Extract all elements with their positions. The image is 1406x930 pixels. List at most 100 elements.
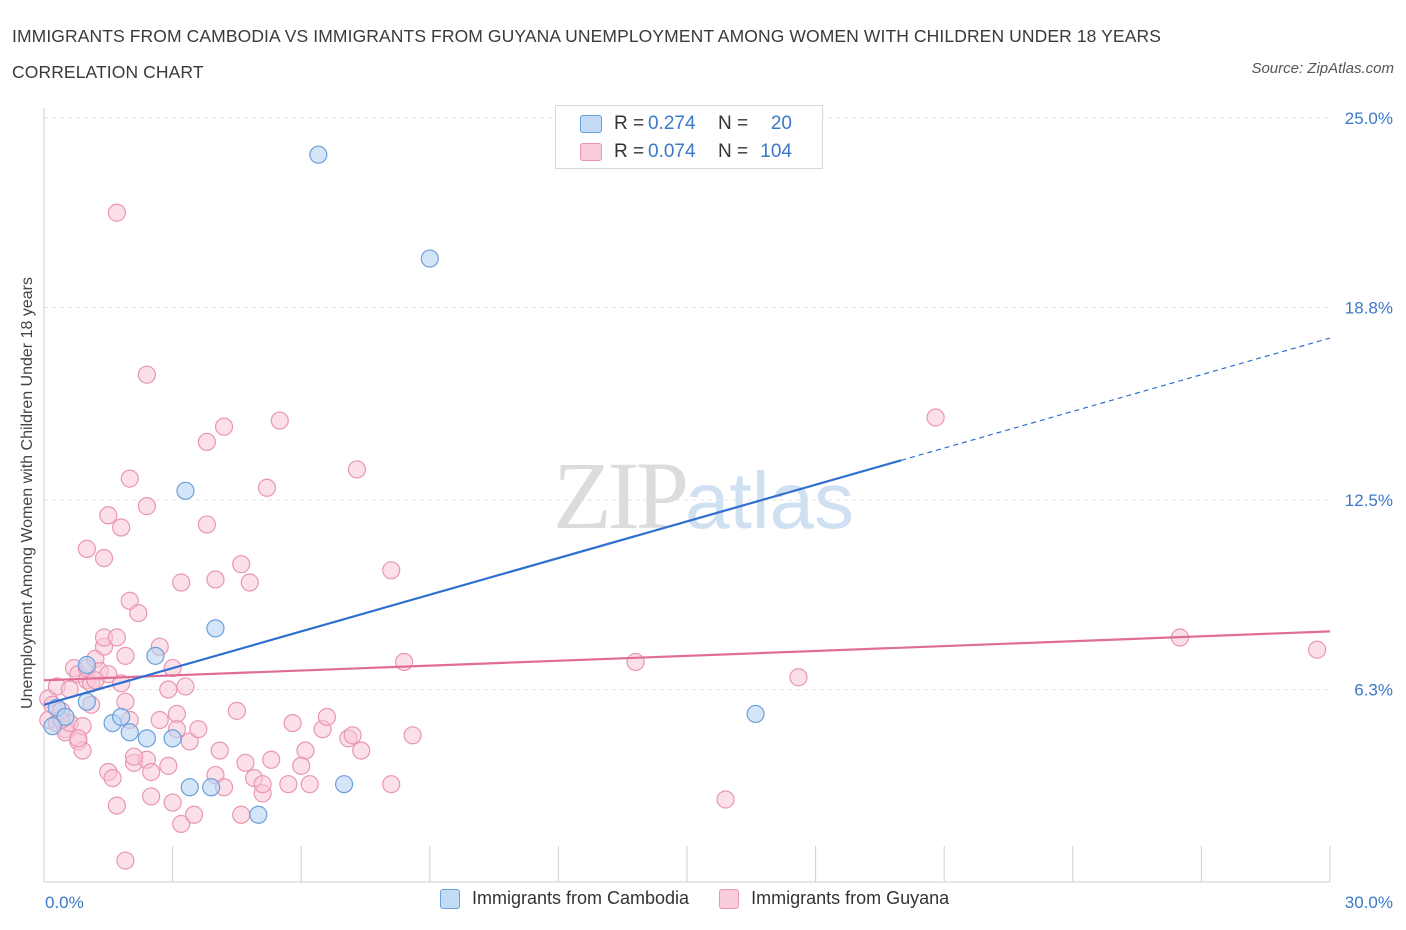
guyana-point	[163, 793, 182, 812]
legend-item-guyana[interactable]: Immigrants from Guyana	[719, 888, 949, 909]
guyana-point	[343, 726, 362, 745]
guyana-point	[240, 573, 259, 592]
guyana-point	[142, 762, 161, 782]
guyana-point	[236, 753, 255, 772]
guyana-point	[116, 646, 135, 665]
legend-r-value: 0.074	[648, 141, 696, 162]
guyana-point	[626, 652, 645, 672]
x-tick-label: 30.0%	[1345, 893, 1393, 912]
guyana-point	[142, 787, 161, 806]
cambodia-trendline-extension	[901, 337, 1331, 461]
series-legend: Immigrants from Cambodia Immigrants from…	[440, 888, 979, 909]
cambodia-trendline	[43, 459, 902, 706]
cambodia-point	[112, 707, 131, 727]
legend-r-label: R =	[614, 113, 645, 134]
guyana-point	[103, 768, 122, 788]
watermark-atlas: atlas	[685, 456, 854, 545]
guyana-point	[789, 668, 808, 687]
guyana-point	[137, 365, 156, 384]
cambodia-point	[202, 778, 221, 797]
guyana-point	[137, 497, 156, 516]
guyana-point	[1308, 640, 1327, 659]
legend-n-label: N =	[718, 113, 749, 134]
guyana-point	[116, 692, 135, 711]
cambodia-point	[180, 778, 199, 797]
legend-r-label: R =	[614, 141, 645, 162]
guyana-point	[232, 555, 251, 574]
guyana-point	[150, 710, 169, 730]
cambodia-point	[163, 729, 182, 748]
y-axis-label: Unemployment Among Women with Children U…	[19, 277, 36, 709]
guyana-point	[94, 548, 114, 568]
watermark-zip: ZIP	[553, 442, 689, 549]
y-tick-label: 12.5%	[1345, 491, 1393, 510]
source-label: Source: ZipAtlas.com	[1251, 60, 1394, 77]
cambodia-point	[309, 145, 328, 164]
legend-label-cambodia: Immigrants from Cambodia	[472, 888, 690, 908]
guyana-point	[107, 796, 126, 815]
guyana-point	[317, 707, 337, 727]
guyana-point	[279, 775, 298, 794]
guyana-point	[107, 628, 126, 647]
guyana-point	[382, 775, 401, 794]
cambodia-point	[334, 775, 354, 794]
y-tick-label: 18.8%	[1345, 298, 1393, 317]
legend-label-guyana: Immigrants from Guyana	[751, 888, 950, 908]
guyana-point	[159, 680, 178, 699]
cambodia-point	[120, 723, 139, 742]
guyana-point	[232, 805, 251, 824]
guyana-point	[283, 713, 302, 733]
y-tick-label: 25.0%	[1345, 109, 1393, 128]
guyana-point	[129, 603, 148, 623]
guyana-point	[257, 478, 277, 497]
guyana-point	[253, 775, 272, 794]
guyana-point	[116, 851, 135, 870]
guyana-point	[77, 539, 96, 558]
guyana-point	[347, 460, 367, 479]
cambodia-point	[43, 717, 62, 736]
guyana-point	[214, 417, 234, 436]
guyana-point	[292, 756, 311, 775]
guyana-point	[227, 701, 246, 720]
guyana-trendline	[43, 630, 1331, 682]
legend-item-cambodia[interactable]: Immigrants from Cambodia	[440, 888, 689, 909]
guyana-point	[69, 729, 88, 748]
legend-n-label: N =	[718, 141, 749, 162]
legend-n-value: 104	[760, 141, 792, 162]
cambodia-point	[249, 805, 268, 824]
cambodia-point	[56, 707, 75, 727]
guyana-point	[172, 573, 191, 592]
cambodia-point	[77, 655, 96, 675]
guyana-point	[206, 570, 225, 589]
guyana-point	[172, 814, 191, 834]
guyana-point	[86, 671, 105, 690]
cambodia-point	[420, 249, 439, 268]
guyana-point	[716, 790, 735, 809]
guyana-point	[210, 741, 229, 760]
legend-row-guyana: R = 0.074 N = 104	[580, 139, 792, 165]
legend-swatch-guyana	[580, 143, 602, 161]
guyana-point	[176, 677, 195, 696]
guyana-point	[189, 720, 208, 739]
cambodia-point	[146, 646, 165, 665]
guyana-point	[107, 203, 126, 222]
guyana-point	[382, 561, 401, 580]
cambodia-point	[176, 481, 195, 500]
guyana-point	[270, 411, 289, 430]
guyana-point	[184, 805, 204, 824]
guyana-point	[159, 756, 178, 775]
guyana-point	[197, 432, 216, 452]
legend-r-value: 0.274	[648, 113, 696, 134]
guyana-point	[120, 469, 139, 488]
legend-swatch-cambodia	[440, 888, 460, 909]
legend-swatch-cambodia	[580, 115, 602, 133]
cambodia-point	[77, 692, 96, 711]
legend-row-cambodia: R = 0.274 N = 20	[580, 111, 792, 137]
guyana-point	[124, 747, 144, 766]
cambodia-point	[206, 619, 225, 638]
guyana-point	[167, 704, 186, 724]
guyana-point	[352, 741, 371, 760]
y-tick-label: 6.3%	[1354, 680, 1393, 699]
correlation-legend: R = 0.274 N = 20 R = 0.074 N = 104	[555, 105, 823, 169]
